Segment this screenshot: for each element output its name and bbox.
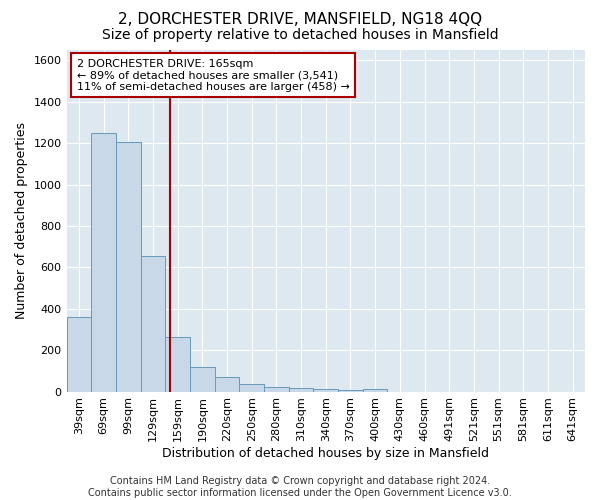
Text: Contains HM Land Registry data © Crown copyright and database right 2024.
Contai: Contains HM Land Registry data © Crown c… xyxy=(88,476,512,498)
Bar xyxy=(313,389,338,392)
Text: 2, DORCHESTER DRIVE, MANSFIELD, NG18 4QQ: 2, DORCHESTER DRIVE, MANSFIELD, NG18 4QQ xyxy=(118,12,482,28)
Bar xyxy=(289,388,313,392)
Bar xyxy=(116,142,140,392)
Y-axis label: Number of detached properties: Number of detached properties xyxy=(15,122,28,320)
Text: 2 DORCHESTER DRIVE: 165sqm
← 89% of detached houses are smaller (3,541)
11% of s: 2 DORCHESTER DRIVE: 165sqm ← 89% of deta… xyxy=(77,58,350,92)
Bar xyxy=(67,317,91,392)
Bar xyxy=(165,336,190,392)
Bar xyxy=(338,390,363,392)
Bar xyxy=(91,133,116,392)
Bar xyxy=(239,384,264,392)
Bar xyxy=(140,256,165,392)
Bar xyxy=(190,366,215,392)
Bar xyxy=(363,389,388,392)
Text: Size of property relative to detached houses in Mansfield: Size of property relative to detached ho… xyxy=(101,28,499,42)
X-axis label: Distribution of detached houses by size in Mansfield: Distribution of detached houses by size … xyxy=(162,447,489,460)
Bar xyxy=(215,376,239,392)
Bar xyxy=(264,387,289,392)
